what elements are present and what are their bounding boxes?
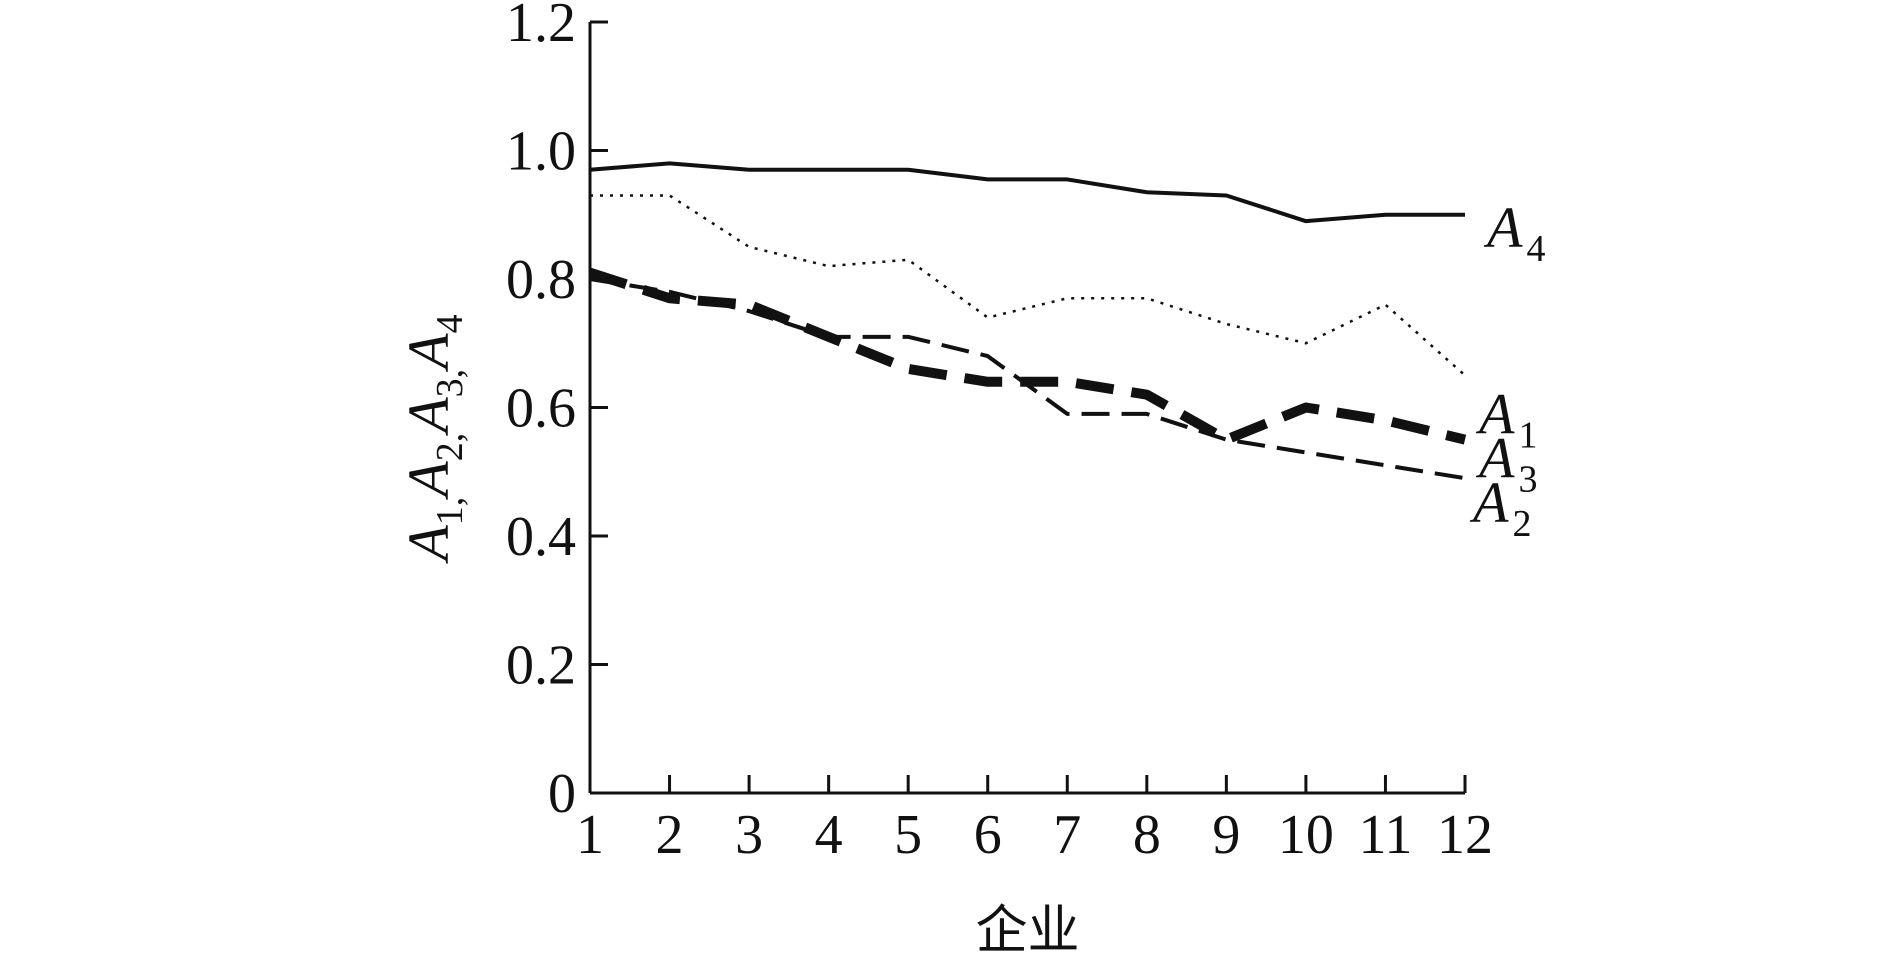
y-title-base: A: [396, 461, 461, 501]
x-tick-label: 6: [974, 804, 1002, 866]
y-title-sub: 2: [429, 442, 471, 461]
x-tick-label: 1: [576, 804, 604, 866]
y-title-base: A: [396, 525, 461, 565]
series-label-base: A: [1469, 470, 1509, 535]
x-tick-label: 2: [656, 804, 684, 866]
series-line-a1: [590, 194, 1466, 377]
x-axis-ticks: 1 2 3 4 5 6 7 8 9 10 11 12: [576, 775, 1493, 866]
y-axis-title: A1,A2,A3,A4: [396, 314, 471, 564]
y-title-separator: ,: [429, 433, 471, 443]
y-tick-label: 1.0: [506, 121, 576, 183]
y-tick-label: 0: [548, 763, 576, 825]
y-tick-label: 0.2: [506, 635, 576, 697]
series-label-base: A: [1475, 426, 1515, 491]
y-title-base: A: [396, 333, 461, 373]
y-axis-ticks: 0 0.2 0.4 0.6 0.8 1.0 1.2: [506, 0, 608, 825]
y-title-sub: 1: [429, 506, 471, 525]
y-title-base: A: [396, 397, 461, 437]
axes: [588, 22, 1465, 795]
y-tick-label: 0.4: [506, 506, 576, 568]
y-tick-label: 0.8: [506, 249, 576, 311]
series-label-sub: 2: [1512, 503, 1531, 545]
series-line-a4: [589, 161, 1465, 224]
x-tick-label: 11: [1358, 804, 1412, 866]
series-label-sub: 4: [1526, 228, 1545, 270]
x-axis-title: 企业: [975, 901, 1079, 958]
y-tick-label: 1.2: [506, 0, 576, 54]
series-labels: A 4A 1A 3A 2: [1469, 195, 1545, 545]
x-tick-label: 9: [1212, 804, 1240, 866]
x-tick-label: 5: [894, 804, 922, 866]
series-layer: [588, 161, 1467, 481]
x-tick-label: 7: [1053, 804, 1081, 866]
y-title-separator: ,: [429, 369, 471, 379]
series-line-a2: [589, 277, 1466, 481]
y-tick-label: 0.6: [506, 378, 576, 440]
series-label-base: A: [1475, 381, 1515, 446]
y-title-sub: 3: [429, 378, 471, 397]
x-tick-label: 3: [735, 804, 763, 866]
series-line-a3: [588, 267, 1467, 445]
x-tick-label: 10: [1278, 804, 1334, 866]
y-title-separator: ,: [429, 497, 471, 507]
x-tick-label: 4: [815, 804, 843, 866]
series-label-base: A: [1483, 195, 1523, 260]
series-label-sub: 1: [1518, 414, 1537, 456]
series-label-sub: 3: [1518, 459, 1537, 501]
x-tick-label: 8: [1133, 804, 1161, 866]
y-title-sub: 4: [429, 314, 471, 333]
x-tick-label: 12: [1437, 804, 1493, 866]
